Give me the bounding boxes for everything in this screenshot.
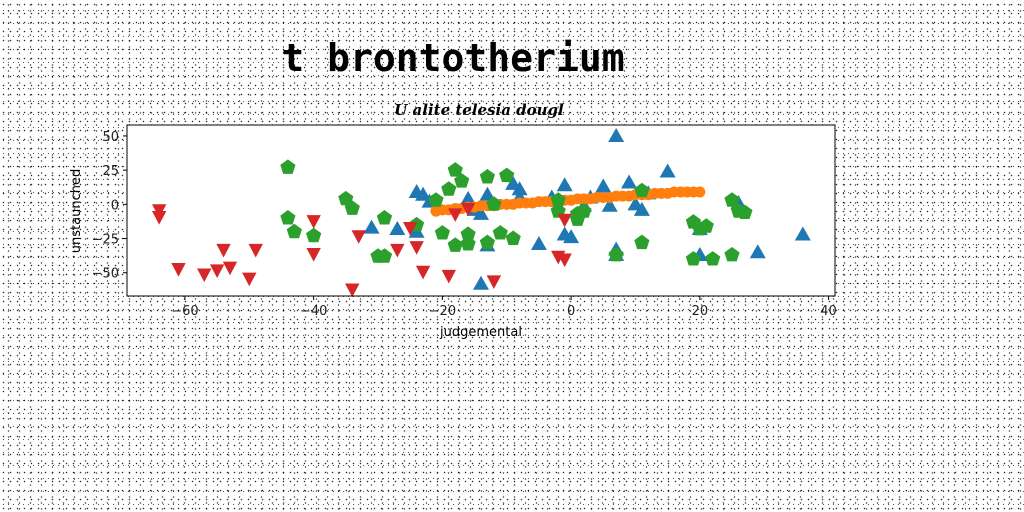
y-tick-label: 0 — [111, 198, 119, 213]
x-tick-label: −60 — [171, 304, 198, 319]
x-tick-label: −40 — [300, 304, 327, 319]
y-tick-label: 25 — [102, 164, 119, 179]
y-tick-label: 50 — [102, 130, 119, 145]
x-tick-label: −20 — [429, 304, 456, 319]
x-axis-label: judgemental — [439, 325, 522, 340]
x-tick-label: 20 — [692, 304, 709, 319]
y-tick-label: −50 — [92, 267, 119, 282]
x-tick-label: 40 — [820, 304, 837, 319]
x-tick-label: 0 — [567, 304, 575, 319]
y-axis: 50 25 0 −25 −50 — [92, 130, 127, 282]
chart-title: U alite telesia dougl — [394, 101, 564, 119]
x-axis: −60 −40 −20 0 20 40 — [171, 296, 837, 319]
data-point — [694, 187, 705, 198]
y-axis-label: unstaunched — [69, 169, 84, 253]
y-tick-label: −25 — [92, 233, 119, 248]
